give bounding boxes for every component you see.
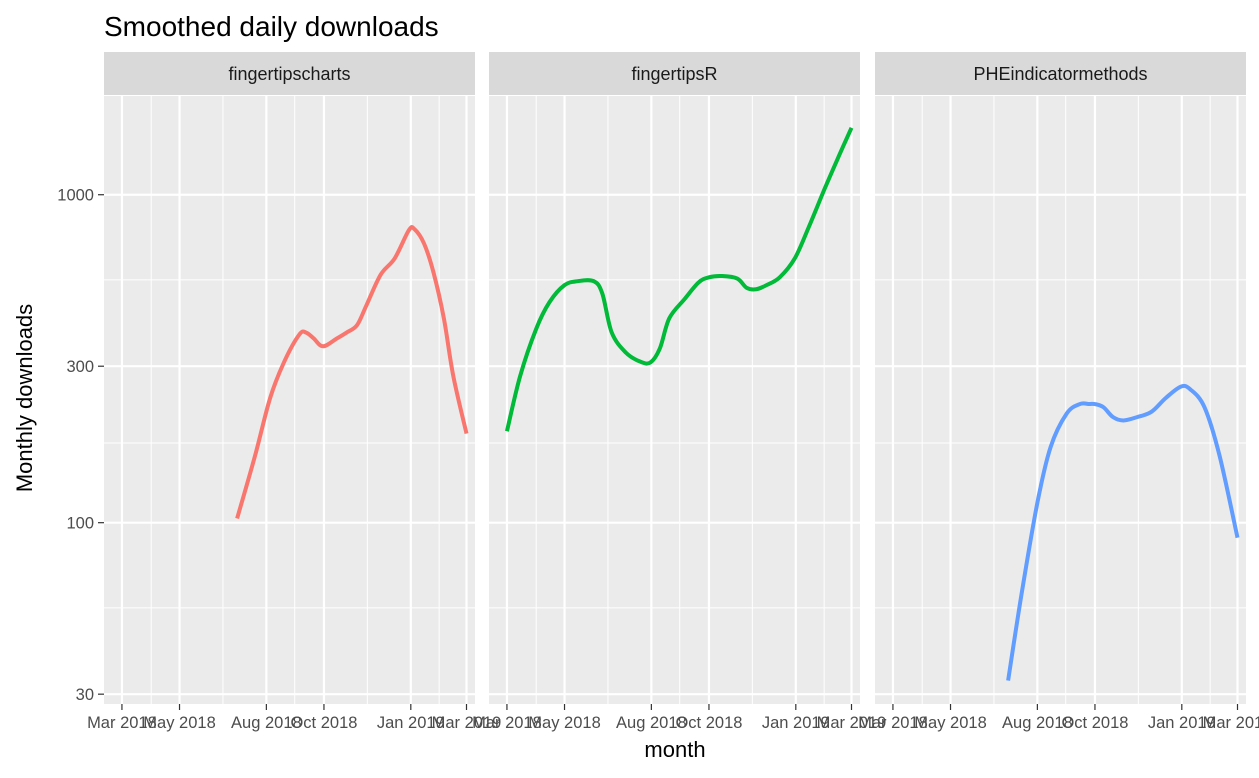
x-tick-label: Mar 2018 <box>858 714 928 732</box>
x-tick-label: May 2018 <box>528 714 600 732</box>
x-tick-label: May 2018 <box>143 714 215 732</box>
y-tick-label: 300 <box>66 358 94 376</box>
x-tick-label: Oct 2018 <box>675 714 742 732</box>
x-tick-label: Mar 2019 <box>817 714 887 732</box>
facet-strip-label: PHEindicatormethods <box>973 64 1147 84</box>
y-tick-label: 30 <box>76 686 94 704</box>
x-tick-label: May 2018 <box>914 714 986 732</box>
facet-strip <box>875 52 1246 95</box>
chart-title: Smoothed daily downloads <box>104 11 439 42</box>
series-line-fingertipsR <box>504 126 854 432</box>
facet-strip-label: fingertipsR <box>631 64 717 84</box>
y-tick-label: 1000 <box>57 187 94 205</box>
x-tick-label: Mar 2018 <box>472 714 542 732</box>
x-tick-label: Aug 2018 <box>231 714 302 732</box>
x-tick-label: Oct 2018 <box>1061 714 1128 732</box>
x-tick-label: Mar 2019 <box>1203 714 1259 732</box>
series-line-PHEindicatormethods <box>1006 383 1240 681</box>
facet-strip-label: fingertipscharts <box>228 64 350 84</box>
x-tick-label: Jan 2019 <box>762 714 830 732</box>
panel-background <box>104 96 475 704</box>
x-tick-label: Jan 2019 <box>377 714 445 732</box>
x-tick-label: Mar 2019 <box>432 714 502 732</box>
panel-background <box>875 96 1246 704</box>
x-tick-label: Oct 2018 <box>290 714 357 732</box>
x-tick-label: Jan 2019 <box>1148 714 1216 732</box>
x-axis-title: month <box>644 737 705 762</box>
series-line-fingertipscharts <box>235 225 469 520</box>
x-tick-label: Aug 2018 <box>616 714 687 732</box>
panel-background <box>489 96 860 704</box>
facet-strip <box>104 52 475 95</box>
y-axis-title: Monthly downloads <box>12 304 37 492</box>
x-tick-label: Mar 2018 <box>87 714 157 732</box>
x-tick-label: Aug 2018 <box>1002 714 1073 732</box>
y-tick-label: 100 <box>66 515 94 533</box>
facet-strip <box>489 52 860 95</box>
